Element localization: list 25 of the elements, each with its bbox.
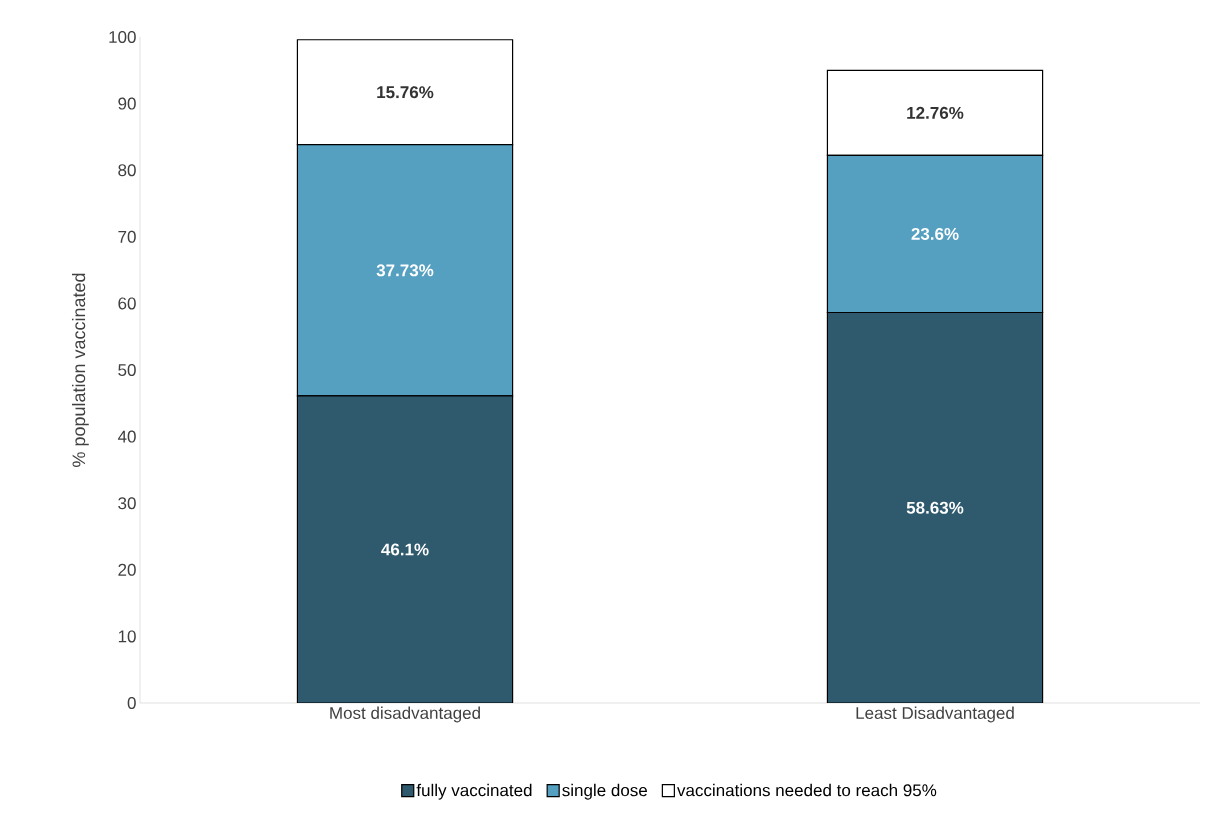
data-label: 58.63% bbox=[906, 501, 964, 514]
x-tick-label: Least Disadvantaged bbox=[856, 706, 1014, 723]
bar bbox=[826, 311, 1044, 703]
y-tick-label: 30 bbox=[118, 497, 136, 510]
y-tick-label: 90 bbox=[118, 97, 136, 110]
y-tick-label: 40 bbox=[117, 430, 136, 443]
x-tick-label: Most disadvantaged bbox=[330, 706, 480, 723]
bar bbox=[296, 395, 514, 703]
y-tick-label: 20 bbox=[118, 563, 136, 576]
data-label: 12.76% bbox=[907, 106, 964, 119]
y-tick-label: 70 bbox=[118, 230, 136, 243]
legend-label: vaccinations needed to reach 95% bbox=[677, 783, 937, 797]
legend-label: fully vaccinated bbox=[416, 783, 532, 800]
legend-label: single dose bbox=[562, 783, 647, 800]
y-tick-label: 10 bbox=[118, 630, 136, 643]
data-label: 23.6% bbox=[911, 227, 959, 240]
y-tick-label: 80 bbox=[118, 164, 136, 177]
y-tick-label: 60 bbox=[118, 297, 136, 310]
y-tick-label: 100 bbox=[109, 30, 136, 44]
data-label: 46.1% bbox=[381, 543, 429, 556]
y-tick-label: 0 bbox=[127, 696, 136, 710]
y-tick-label: 50 bbox=[118, 363, 136, 377]
data-label: 15.76% bbox=[377, 86, 434, 99]
data-label: 37.73% bbox=[376, 264, 434, 277]
y-axis-title: % population vaccinated bbox=[71, 273, 89, 467]
